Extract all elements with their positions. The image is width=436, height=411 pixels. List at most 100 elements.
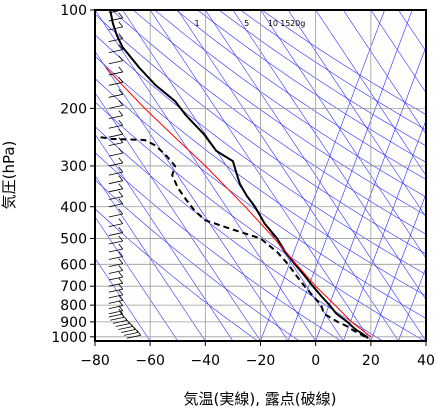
wind-barb-flag (118, 110, 124, 116)
wind-barb-shaft (108, 81, 123, 86)
isotherm-line (370, 10, 426, 94)
y-tick-label: 300 (60, 159, 87, 175)
wind-barb-shaft (108, 305, 123, 310)
wind-barb-flag (118, 44, 124, 50)
wind-barb-shaft (108, 263, 123, 268)
wind-barb-flag (118, 243, 124, 250)
wind-barb-shaft (108, 270, 123, 274)
x-tick-label: −60 (135, 353, 165, 369)
y-tick-label: 900 (60, 315, 87, 331)
wind-barb-shaft (108, 93, 123, 98)
wind-barb-shaft (108, 299, 123, 304)
dewpoint-line (100, 136, 366, 338)
dry-adiabat-line (218, 10, 426, 147)
wind-barb-shaft (108, 171, 123, 176)
wind-barb-shaft (121, 329, 136, 333)
wind-barb-flag (118, 166, 124, 173)
mixing-ratio-label: 15 (280, 19, 290, 28)
wind-barb-shaft (108, 142, 123, 147)
wind-barb-flag (118, 21, 124, 28)
wind-barb-shaft (108, 248, 123, 253)
wind-barb-shaft (108, 152, 123, 157)
wind-barb-shaft (108, 276, 123, 281)
dry-adiabat-line (111, 10, 426, 235)
mixing-ratio-labels: 1 5 10 15 20g (195, 19, 306, 28)
wind-barb-shaft (108, 288, 123, 293)
wind-barb-flag (118, 128, 124, 135)
x-tick-label: 40 (417, 353, 435, 369)
wind-barb-shaft (108, 223, 123, 227)
x-tick-label: −80 (80, 353, 110, 369)
wind-barb-flag (118, 191, 124, 197)
wind-barb-flag (118, 198, 124, 205)
dry-adiabat-line (197, 10, 426, 163)
grid-lines (95, 10, 426, 341)
wind-barb-shaft (108, 313, 123, 318)
wind-barb-flag (118, 137, 124, 143)
wind-barb-flag (118, 251, 124, 257)
wind-barb-shaft (115, 323, 130, 327)
dry-adiabat-line (95, 13, 426, 255)
wind-barb-flag (118, 77, 124, 83)
isotherm-line (343, 10, 426, 135)
y-tick-label: 1000 (51, 330, 87, 346)
wind-barb-flag (118, 271, 124, 278)
mixing-ratio-label: 1 (195, 19, 200, 28)
x-tick-label: −40 (191, 353, 221, 369)
wind-barb-flag (118, 218, 124, 224)
wind-barb-flag (118, 157, 124, 164)
y-tick-label: 200 (60, 101, 87, 117)
wind-barb-shaft (108, 71, 123, 76)
wind-barb-shaft (108, 115, 123, 120)
wind-barb-shaft (108, 240, 123, 245)
wind-barb-shaft (118, 326, 133, 330)
y-tick-label: 700 (60, 279, 87, 295)
wind-barb-flag (118, 119, 124, 126)
wind-barb-shaft (108, 213, 123, 218)
isotherm-line (287, 10, 426, 218)
wind-barb-shaft (108, 232, 123, 236)
wind-barb-flag (118, 208, 124, 215)
wind-barb-shaft (108, 180, 123, 185)
wind-barb-shaft (108, 133, 123, 138)
x-axis-ticks: −80 −60 −40 −20 0 20 40 (80, 341, 435, 369)
x-tick-label: 20 (362, 353, 380, 369)
wind-barb-shaft (108, 38, 123, 43)
y-tick-label: 500 (60, 231, 87, 247)
parcel-line (105, 67, 372, 338)
wind-barb-flag (118, 100, 124, 106)
wind-barb-shaft (108, 282, 123, 287)
x-tick-label: −20 (246, 353, 276, 369)
wind-barb-flag (118, 175, 124, 181)
wind-barb-shaft (108, 17, 123, 22)
mixing-ratio-label: 5 (244, 19, 249, 28)
wind-barb-flag (118, 89, 124, 95)
mixing-ratio-label: 20g (290, 19, 305, 28)
wind-barb-shaft (108, 124, 123, 129)
wind-barb-shaft (108, 104, 123, 109)
wind-barb-shaft (126, 334, 141, 339)
wind-barb-flag (118, 55, 124, 61)
dry-adiabat-line (95, 34, 426, 275)
wind-barb-flag (118, 147, 124, 154)
wind-barb-shaft (112, 320, 128, 324)
y-tick-label: 600 (60, 257, 87, 273)
wind-barb-flag (118, 283, 124, 290)
wind-barb-shaft (108, 294, 123, 299)
y-axis-title: 気圧(hPa) (0, 141, 18, 210)
wind-barb-flag (118, 227, 124, 233)
wind-barb-flag (118, 66, 124, 73)
temperature-line (109, 10, 369, 339)
wind-barb-shaft (108, 310, 123, 315)
dry-adiabat-line (261, 10, 426, 115)
wind-barb-shaft (108, 256, 123, 260)
wind-barb-flag (118, 258, 124, 264)
wind-barb-shaft (108, 188, 123, 193)
x-tick-label: 0 (311, 353, 320, 369)
y-tick-label: 400 (60, 200, 87, 216)
dry-adiabat-line (154, 10, 426, 198)
dry-adiabat-line (240, 10, 426, 131)
dry-adiabat-line (176, 10, 426, 180)
